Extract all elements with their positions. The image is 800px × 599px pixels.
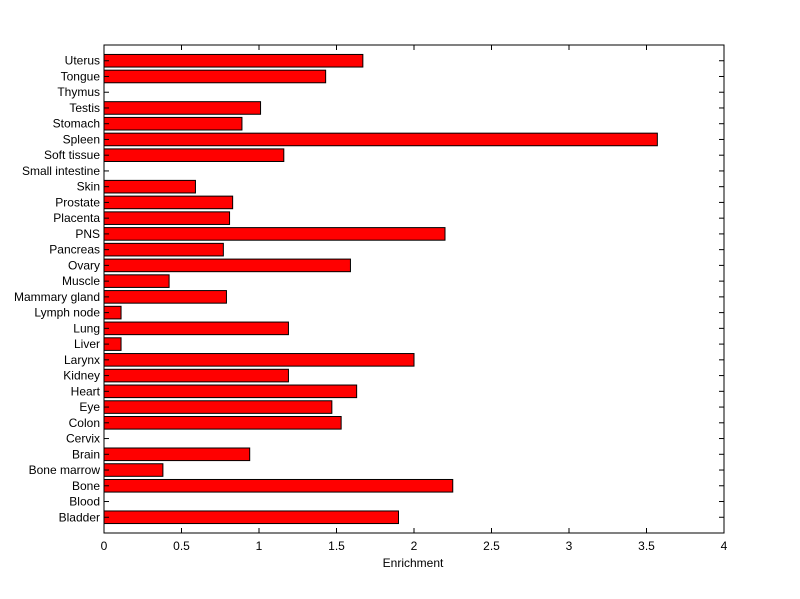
bar-colon (103, 416, 342, 430)
x-tick-label: 3.5 (638, 539, 655, 553)
bar-soft-tissue (103, 148, 285, 162)
bar-pancreas (103, 242, 224, 257)
y-tick-label: Kidney (63, 369, 100, 383)
bar-eye (103, 400, 333, 414)
y-tick-label: Bone marrow (29, 463, 101, 477)
y-tick-label: Lung (73, 321, 100, 335)
y-tick-label: Cervix (66, 432, 100, 446)
x-tick-label: 2.5 (483, 539, 500, 553)
x-tick-label: 4 (721, 539, 728, 553)
y-tick-label: Testis (69, 101, 100, 115)
y-tick-label: Brain (72, 447, 100, 461)
bar-muscle (103, 274, 170, 288)
bar-heart (103, 384, 358, 399)
plot-frame (103, 44, 725, 534)
y-tick-label: Liver (74, 337, 100, 351)
y-tick-label: Thymus (57, 85, 100, 99)
bar-lung (103, 321, 289, 336)
y-tick-label: Tongue (61, 69, 101, 83)
y-tick-label: Prostate (55, 195, 100, 209)
y-tick-label: Spleen (63, 132, 100, 146)
y-tick-label: Muscle (62, 274, 100, 288)
y-tick-label: Eye (79, 400, 100, 414)
bar-skin (103, 179, 196, 194)
y-tick-label: Colon (69, 416, 100, 430)
bar-brain (103, 447, 251, 462)
x-tick-label: 1.5 (328, 539, 345, 553)
y-tick-label: Mammary gland (14, 290, 100, 304)
bar-tongue (103, 69, 327, 84)
bar-placenta (103, 211, 231, 225)
y-tick-label: Placenta (53, 211, 100, 225)
y-tick-label: Uterus (65, 54, 100, 68)
y-tick-label: Lymph node (34, 306, 100, 320)
bar-spleen (103, 132, 658, 147)
y-tick-label: Larynx (64, 353, 100, 367)
x-tick-label: 3 (566, 539, 573, 553)
bar-prostate (103, 195, 234, 210)
y-tick-label: Soft tissue (44, 148, 100, 162)
bar-uterus (103, 53, 364, 68)
bar-ovary (103, 258, 351, 273)
x-tick-label: 1 (256, 539, 263, 553)
y-tick-label: Small intestine (22, 164, 100, 178)
x-axis-title: Enrichment (383, 556, 444, 570)
bar-bladder (103, 510, 399, 525)
bar-mammary-gland (103, 290, 227, 304)
y-tick-label: Skin (77, 180, 100, 194)
bar-stomach (103, 116, 243, 131)
bar-bone (103, 478, 454, 493)
x-axis-ticks: 0 0.5 1 1.5 2 2.5 3 3.5 4 (101, 45, 728, 553)
y-tick-label: Blood (69, 495, 100, 509)
x-tick-label: 0 (101, 539, 108, 553)
y-tick-label: Ovary (68, 258, 100, 272)
x-tick-label: 0.5 (173, 539, 190, 553)
bar-bone-marrow (103, 463, 164, 477)
bar-testis (103, 101, 262, 115)
y-tick-label: Heart (71, 384, 101, 398)
bar-pns (103, 227, 446, 241)
y-tick-label: Pancreas (49, 243, 100, 257)
bar-kidney (103, 368, 289, 383)
y-tick-label: Bladder (59, 510, 100, 524)
x-tick-label: 2 (411, 539, 418, 553)
y-tick-label: Bone (72, 479, 100, 493)
bar-larynx (103, 353, 415, 367)
y-tick-label: Stomach (53, 117, 100, 131)
y-tick-label: PNS (75, 227, 100, 241)
